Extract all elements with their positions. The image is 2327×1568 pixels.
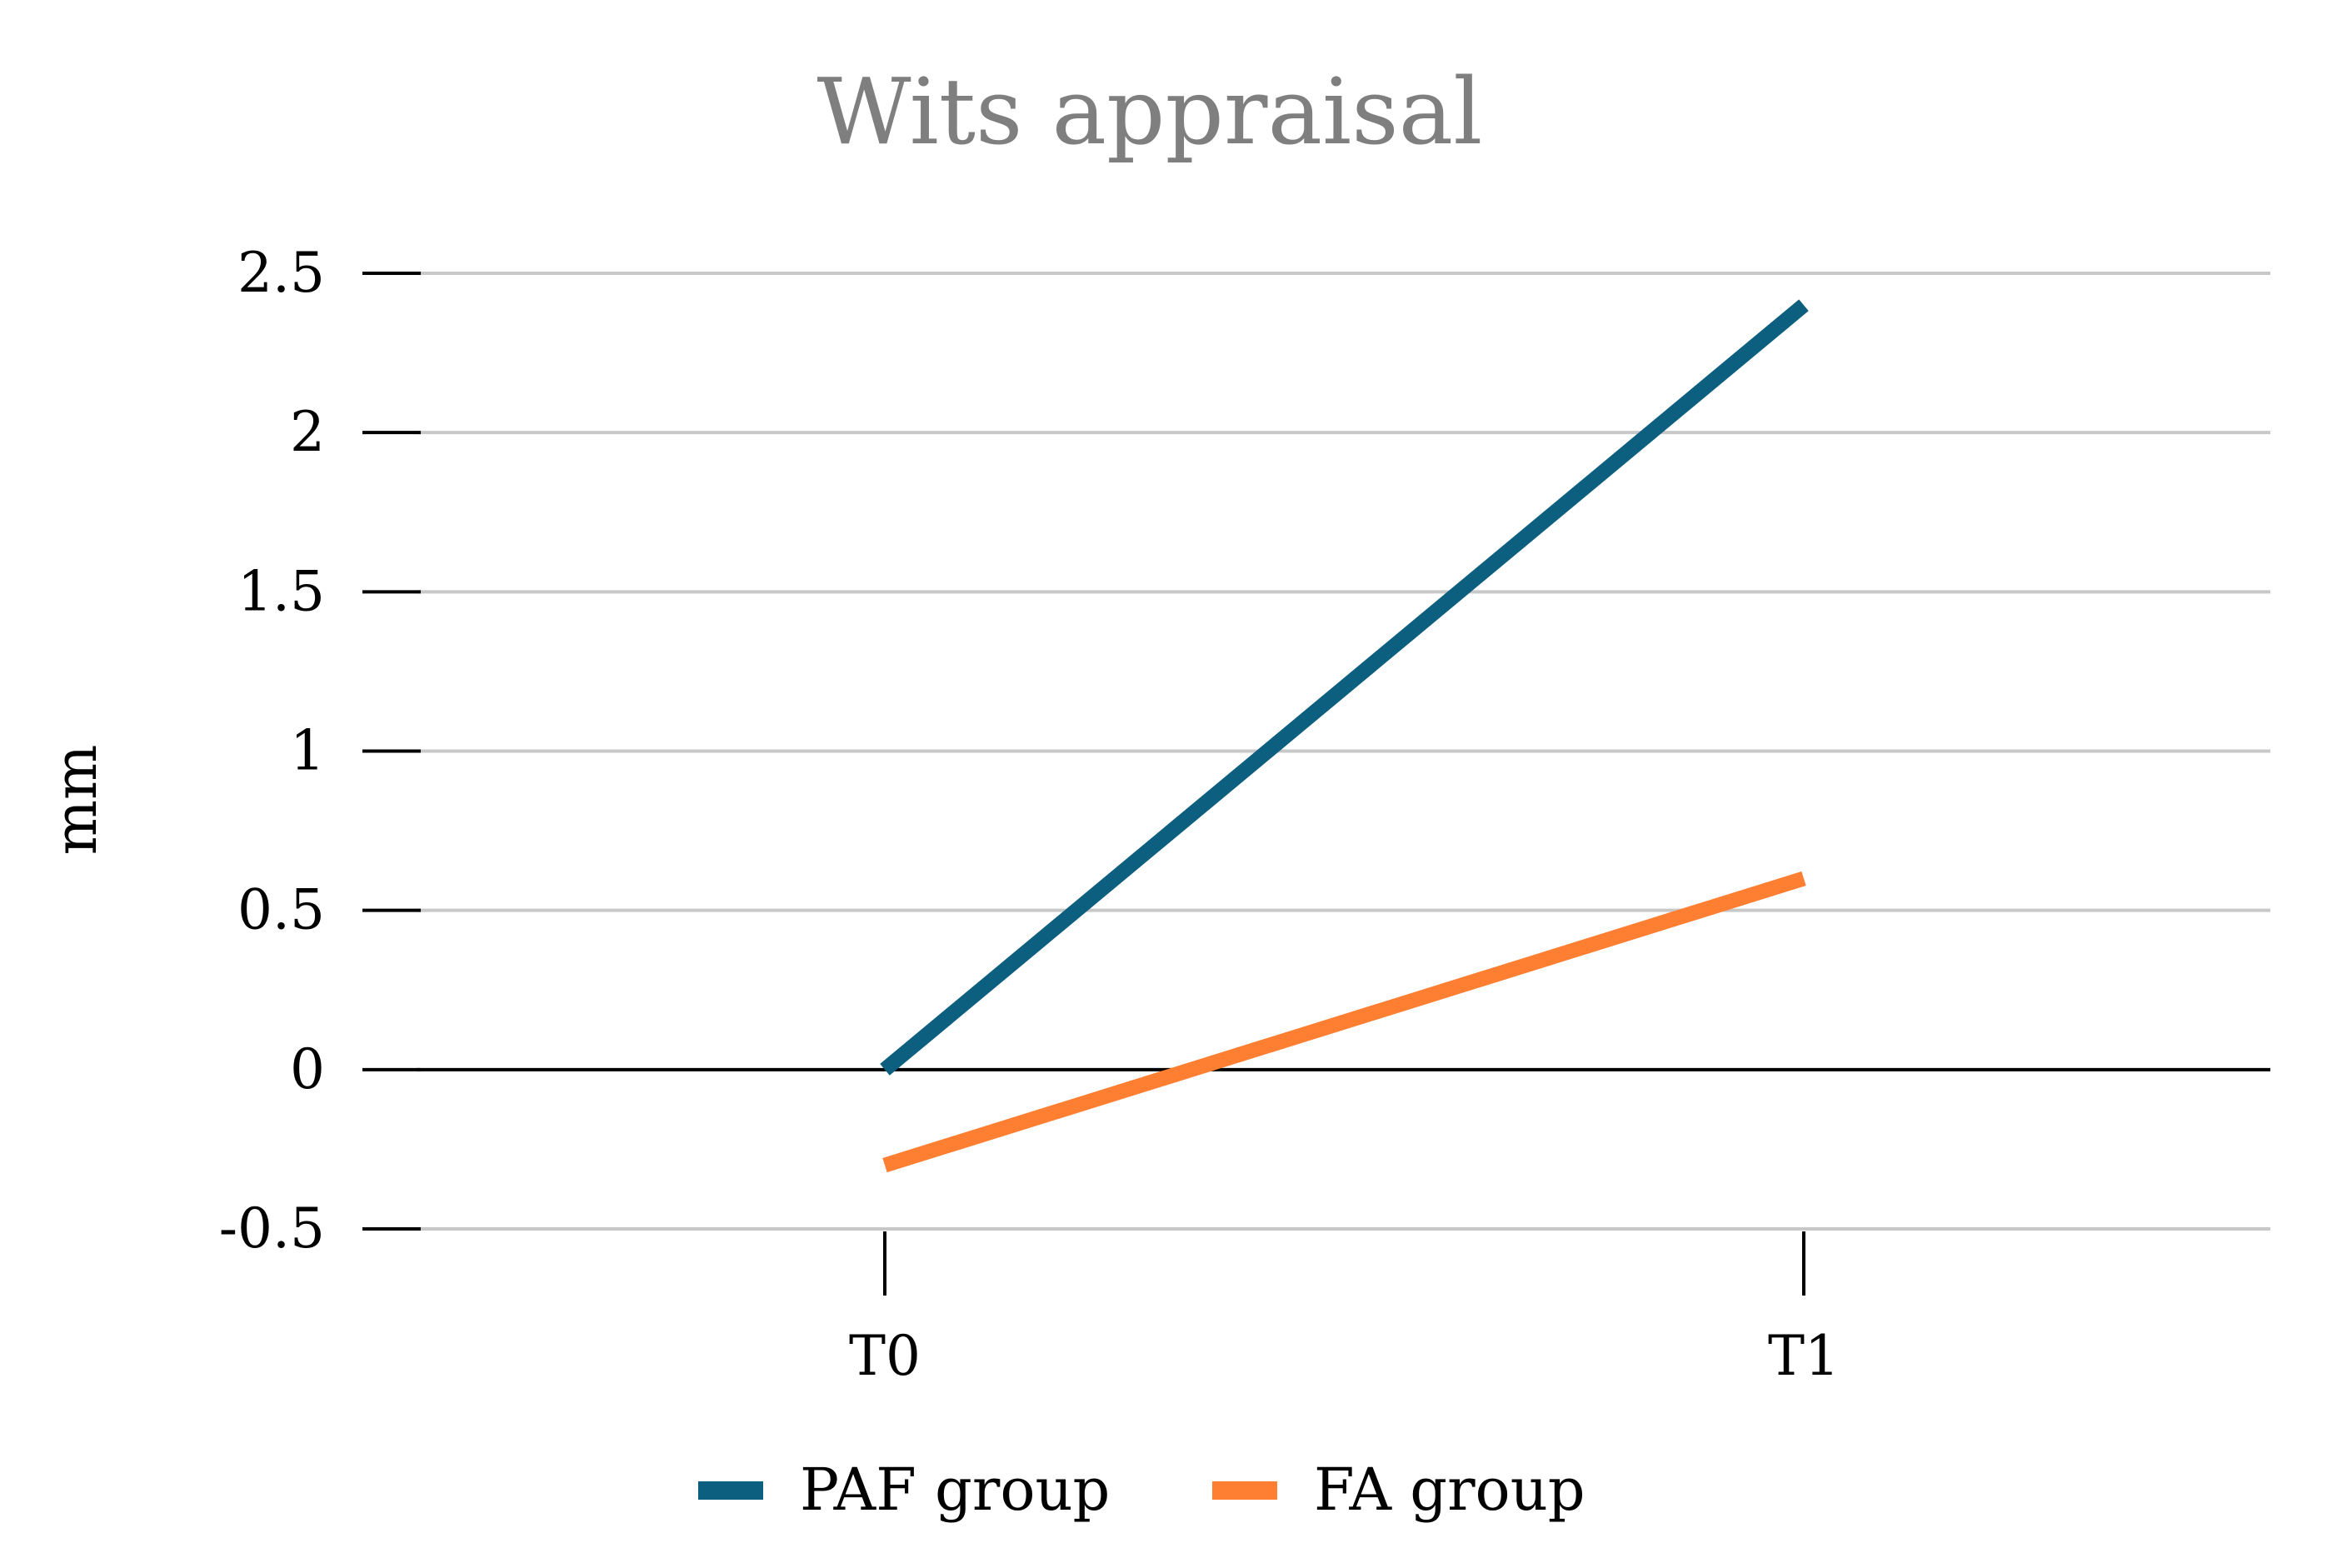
legend-item: PAF group xyxy=(698,1456,1110,1524)
gridlines xyxy=(417,272,2270,1231)
legend-label: PAF group xyxy=(800,1456,1110,1524)
y-tick-label: 0 xyxy=(290,1037,325,1101)
series-line xyxy=(882,871,1806,1173)
legend-item: FA group xyxy=(1212,1456,1585,1524)
x-tick-label: T0 xyxy=(849,1324,921,1388)
legend-swatch xyxy=(698,1481,763,1500)
series-line xyxy=(880,299,1809,1076)
series-lines xyxy=(880,299,1809,1173)
chart-title: Wits appraisal xyxy=(817,58,1483,165)
y-tick-label: 1 xyxy=(290,719,325,783)
legend: PAF group FA group xyxy=(698,1456,1585,1524)
y-axis-title: mm xyxy=(42,745,110,856)
y-tick-label: 1.5 xyxy=(237,559,325,623)
legend-swatch xyxy=(1212,1481,1277,1500)
x-axis: T0 T1 xyxy=(849,1231,1840,1388)
y-tick-label: -0.5 xyxy=(219,1196,325,1261)
y-tick-label: 2.5 xyxy=(237,241,325,305)
y-tick-label: 0.5 xyxy=(237,878,325,942)
y-tick-label: 2 xyxy=(290,400,325,464)
x-tick-label: T1 xyxy=(1768,1324,1840,1388)
legend-label: FA group xyxy=(1314,1456,1585,1524)
y-axis: -0.5 0 0.5 1 1.5 2 2.5 xyxy=(219,241,421,1261)
